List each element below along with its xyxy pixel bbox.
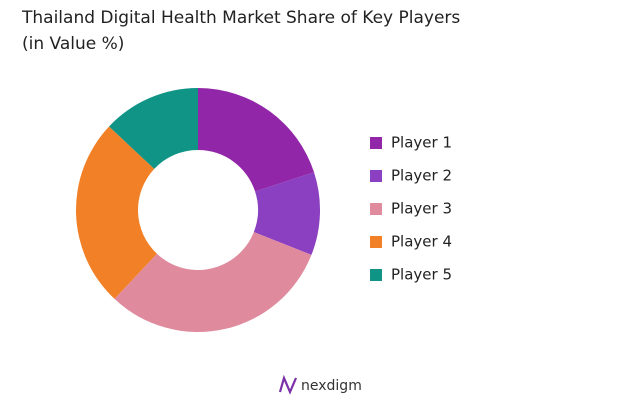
donut-slice xyxy=(198,88,315,192)
legend-swatch xyxy=(370,137,382,149)
donut-slice xyxy=(76,126,157,299)
logo-text: nexdigm xyxy=(301,378,362,394)
chart-subtitle: (in Value %) xyxy=(22,34,124,54)
legend-label: Player 4 xyxy=(391,233,452,251)
legend-label: Player 3 xyxy=(391,200,452,218)
donut-slice xyxy=(109,88,198,169)
legend-swatch xyxy=(370,203,382,215)
legend-swatch xyxy=(370,236,382,248)
legend-swatch xyxy=(370,170,382,182)
logo-icon xyxy=(278,374,298,395)
donut-slice xyxy=(253,172,320,255)
legend-label: Player 5 xyxy=(391,266,452,284)
legend-label: Player 1 xyxy=(391,134,452,152)
donut-slice xyxy=(114,232,312,332)
legend-swatch xyxy=(370,269,382,281)
chart-title: Thailand Digital Health Market Share of … xyxy=(21,8,460,28)
logo: nexdigm xyxy=(278,374,362,395)
legend-label: Player 2 xyxy=(391,167,452,185)
